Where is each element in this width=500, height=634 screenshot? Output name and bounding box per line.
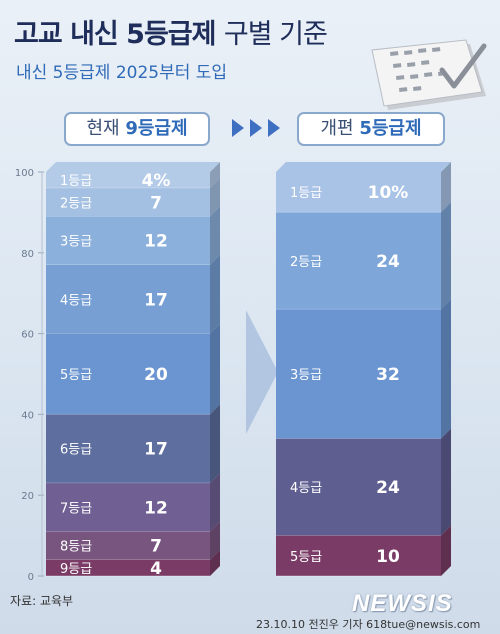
value-label: 17 — [144, 290, 168, 310]
grade-label: 5등급 — [60, 368, 92, 383]
bar-segment-side — [441, 525, 451, 576]
bar-segment-side — [210, 206, 220, 265]
bar-top-face — [46, 162, 220, 172]
bar-segment-side — [441, 299, 451, 439]
grade-label: 1등급 — [60, 174, 92, 189]
bar-segment-side — [210, 549, 220, 576]
reformed-system-label: 개편 5등급제 — [297, 112, 445, 146]
bar-segment — [46, 333, 210, 415]
bar-segment — [46, 531, 210, 560]
value-label: 4 — [150, 559, 162, 579]
y-tick-label: 40 — [21, 410, 34, 421]
grade-label: 1등급 — [290, 186, 322, 201]
value-label: 24 — [376, 478, 400, 498]
grade-label: 5등급 — [290, 550, 322, 565]
grade-label: 3등급 — [60, 235, 92, 250]
page-title: 고교 내신 5등급제 구별 기준 — [14, 12, 328, 51]
newsis-logo: NEWSIS — [352, 590, 453, 617]
bar-segment — [46, 559, 210, 576]
y-tick-label: 60 — [21, 330, 34, 341]
bar-top-face — [276, 162, 451, 172]
bar-segment — [46, 216, 210, 265]
bar-segment-side — [210, 178, 220, 217]
value-label: 10% — [368, 183, 409, 203]
y-tick-label: 20 — [21, 491, 34, 502]
bar-segment-side — [441, 202, 451, 310]
grade-label: 2등급 — [290, 255, 322, 270]
bar-segment-side — [441, 162, 451, 213]
y-tick-label: 100 — [15, 168, 34, 179]
bar-segment — [276, 309, 441, 439]
bar-segment-side — [210, 323, 220, 415]
bar-segment — [276, 212, 441, 310]
title-light: 구별 기준 — [223, 19, 328, 50]
current-system-prefix: 현재 — [86, 118, 120, 139]
y-tick-label: 80 — [21, 249, 34, 260]
bar-segment-side — [210, 473, 220, 532]
value-label: 32 — [376, 365, 400, 385]
grade-label: 3등급 — [290, 368, 322, 383]
bar-segment — [46, 172, 210, 189]
value-label: 10 — [376, 547, 400, 567]
value-label: 24 — [376, 252, 400, 272]
bar-segment-side — [210, 162, 220, 189]
bar-segment — [46, 414, 210, 484]
grade-label: 9등급 — [60, 562, 92, 577]
current-system-label: 현재 9등급제 — [64, 112, 210, 146]
value-label: 17 — [144, 440, 168, 460]
bar-segment — [46, 188, 210, 217]
value-label: 12 — [144, 232, 168, 252]
value-label: 20 — [144, 365, 168, 385]
bar-segment — [276, 535, 441, 576]
source-note: 자료: 교육부 — [10, 594, 74, 608]
bar-segment-side — [441, 428, 451, 536]
bar-segment — [276, 438, 441, 536]
current-system-highlight: 9등급제 — [125, 118, 188, 139]
title-bold: 고교 내신 5등급제 — [14, 19, 216, 50]
bar-segment-side — [210, 404, 220, 484]
grade-label: 8등급 — [60, 540, 92, 555]
reformed-system-prefix: 개편 — [320, 118, 354, 139]
credit-line: 23.10.10 전진우 기자 618tue@newsis.com — [256, 618, 481, 631]
bar-segment-side — [210, 521, 220, 560]
grade-label: 6등급 — [60, 443, 92, 458]
bar-segment — [276, 172, 441, 213]
bar-segment — [46, 483, 210, 532]
grade-label: 4등급 — [290, 481, 322, 496]
grade-label: 2등급 — [60, 196, 92, 211]
triple-arrow-icon — [232, 119, 280, 137]
transition-arrow-icon — [246, 310, 278, 434]
value-label: 4% — [142, 171, 171, 191]
value-label: 7 — [150, 193, 162, 213]
value-label: 12 — [144, 498, 168, 518]
bar-segment-side — [210, 254, 220, 334]
grade-label: 4등급 — [60, 293, 92, 308]
value-label: 7 — [150, 537, 162, 557]
y-tick-label: 0 — [28, 572, 34, 583]
grade-label: 7등급 — [60, 501, 92, 516]
subtitle: 내신 5등급제 2025부터 도입 — [16, 63, 228, 83]
answer-sheet-icon — [371, 39, 487, 110]
reformed-system-highlight: 5등급제 — [359, 118, 422, 139]
bar-segment — [46, 264, 210, 334]
